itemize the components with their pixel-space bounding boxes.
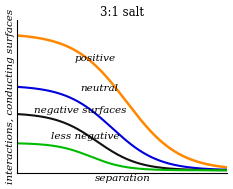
Title: 3:1 salt: 3:1 salt bbox=[100, 5, 144, 19]
Text: less negative: less negative bbox=[51, 132, 120, 141]
Text: neutral: neutral bbox=[80, 84, 118, 93]
X-axis label: separation: separation bbox=[95, 174, 150, 184]
Y-axis label: interactions, conducting surfaces: interactions, conducting surfaces bbox=[6, 9, 14, 184]
Text: negative surfaces: negative surfaces bbox=[34, 106, 127, 115]
Text: positive: positive bbox=[74, 53, 115, 63]
